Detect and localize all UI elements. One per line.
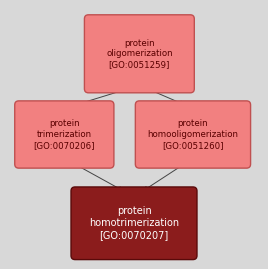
FancyBboxPatch shape [135,101,251,168]
Text: protein
homooligomerization
[GO:0051260]: protein homooligomerization [GO:0051260] [147,119,239,150]
FancyBboxPatch shape [15,101,114,168]
Text: protein
homotrimerization
[GO:0070207]: protein homotrimerization [GO:0070207] [89,206,179,240]
Text: protein
trimerization
[GO:0070206]: protein trimerization [GO:0070206] [34,119,95,150]
Text: protein
oligomerization
[GO:0051259]: protein oligomerization [GO:0051259] [106,38,173,69]
FancyBboxPatch shape [71,187,197,260]
FancyBboxPatch shape [84,15,194,93]
